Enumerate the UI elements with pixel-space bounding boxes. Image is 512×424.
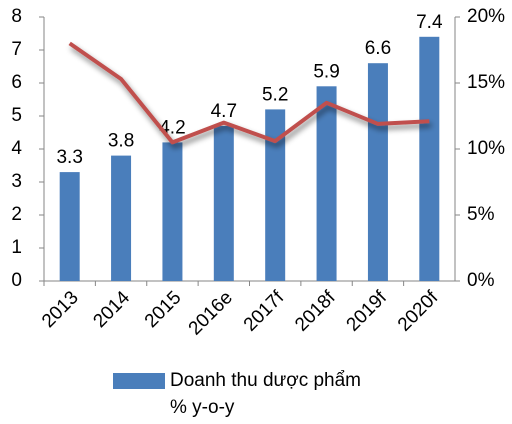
data-label: 5.2 [262,84,288,105]
bar [419,36,440,281]
bar [213,125,234,282]
y2-tick-label: 5% [467,204,495,225]
y2-tick-label: 20% [467,6,505,27]
y-tick-label: 5 [11,105,22,126]
y-tick-label: 7 [11,39,22,60]
y-tick-label: 6 [11,72,22,93]
x-tick-label: 2020f [394,287,443,336]
y-tick-label: 2 [11,204,22,225]
bar [265,109,286,282]
y2-tick-label: 0% [467,270,495,291]
bar [316,86,337,281]
legend-swatch [113,373,165,389]
data-label: 3.3 [56,147,82,168]
x-tick-label: 2013 [38,287,83,332]
bar [367,63,388,282]
data-label: 7.4 [416,12,443,33]
data-label: 6.6 [365,38,391,59]
bar [111,155,132,281]
x-tick-label: 2016e [185,287,237,339]
legend-label: % y-o-y [170,397,235,418]
legend-label: Doanh thu dược phẩm [170,370,361,391]
x-tick-label: 2015 [141,287,186,332]
x-tick-label: 2014 [89,287,134,332]
bar [59,172,80,281]
y-tick-label: 3 [11,171,22,192]
y-tick-label: 1 [11,237,22,258]
x-tick-label: 2017f [240,287,289,336]
data-label: 3.8 [108,131,134,152]
y-tick-label: 0 [11,270,22,291]
x-tick-label: 2018f [291,287,340,336]
bar [162,142,183,281]
line-series [68,41,430,145]
y-tick-label: 4 [11,138,22,159]
y2-tick-label: 15% [467,72,505,93]
data-label: 5.9 [313,61,339,82]
data-label: 4.7 [211,101,237,122]
y-tick-label: 8 [11,6,22,27]
y2-tick-label: 10% [467,138,505,159]
x-tick-label: 2019f [343,287,392,336]
